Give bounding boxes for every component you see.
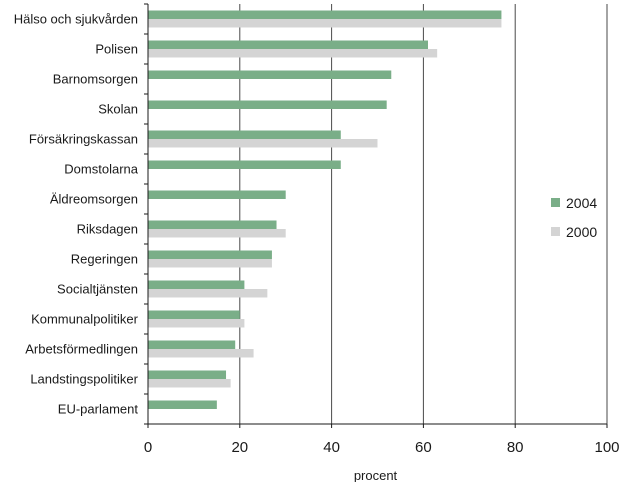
category-label-riksdagen: Riksdagen — [77, 222, 138, 237]
legend-swatch-2000 — [551, 227, 560, 236]
bar-2000-riksdagen — [148, 229, 286, 238]
category-label-eu-parlament: EU-parlament — [58, 402, 139, 417]
legend-item-2000: 2000 — [551, 222, 617, 241]
legend-swatch-2004 — [551, 198, 560, 207]
legend: 2004 2000 — [551, 193, 617, 251]
x-axis-label: procent — [354, 468, 398, 482]
bar-2000-f-rs-kringskassan — [148, 139, 378, 148]
legend-label-2004: 2004 — [566, 194, 598, 211]
x-tick-label-20: 20 — [231, 439, 248, 456]
bar-2000-regeringen — [148, 259, 272, 268]
category-label-barnomsorgen: Barnomsorgen — [53, 72, 138, 87]
category-label-polisen: Polisen — [95, 42, 138, 57]
bar-2004-polisen — [148, 40, 428, 49]
category-label-domstolarna: Domstolarna — [64, 162, 138, 177]
legend-item-2004: 2004 — [551, 193, 617, 212]
bar-2000-h-lso-och-sjukv-rden — [148, 19, 502, 28]
category-label-f-rs-kringskassan: Försäkringskassan — [29, 132, 138, 147]
x-tick-label-0: 0 — [144, 439, 152, 456]
x-tick-label-100: 100 — [594, 439, 619, 456]
category-label-arbetsf-rmedlingen: Arbetsförmedlingen — [25, 342, 138, 357]
legend-label-2000: 2000 — [566, 223, 598, 240]
category-label-h-lso-och-sjukv-rden: Hälso och sjukvården — [14, 12, 138, 27]
bar-2000-arbetsf-rmedlingen — [148, 349, 254, 358]
bar-2004-regeringen — [148, 250, 272, 259]
category-label-skolan: Skolan — [98, 102, 138, 117]
category-label--ldreomsorgen: Äldreomsorgen — [50, 192, 138, 207]
bar-2004-h-lso-och-sjukv-rden — [148, 10, 502, 19]
category-label-socialtj-nsten: Socialtjänsten — [57, 282, 138, 297]
x-tick-label-80: 80 — [507, 439, 524, 456]
bar-2004-riksdagen — [148, 220, 277, 229]
bar-2004-f-rs-kringskassan — [148, 130, 341, 139]
bar-2004-eu-parlament — [148, 400, 217, 409]
bar-2004--ldreomsorgen — [148, 190, 286, 199]
category-label-kommunalpolitiker: Kommunalpolitiker — [31, 312, 139, 327]
bar-2004-kommunalpolitiker — [148, 310, 240, 319]
bar-2004-skolan — [148, 100, 387, 109]
bar-2004-barnomsorgen — [148, 70, 392, 79]
bar-2004-landstingspolitiker — [148, 370, 227, 379]
bar-2004-socialtj-nsten — [148, 280, 245, 289]
category-label-landstingspolitiker: Landstingspolitiker — [30, 372, 138, 387]
x-tick-label-60: 60 — [415, 439, 432, 456]
bar-2000-landstingspolitiker — [148, 379, 231, 388]
category-label-regeringen: Regeringen — [71, 252, 138, 267]
bar-2000-polisen — [148, 49, 438, 58]
bar-2000-kommunalpolitiker — [148, 319, 245, 328]
x-tick-label-40: 40 — [323, 439, 340, 456]
bar-2004-domstolarna — [148, 160, 341, 169]
bar-2004-arbetsf-rmedlingen — [148, 340, 236, 349]
bar-2000-socialtj-nsten — [148, 289, 268, 298]
